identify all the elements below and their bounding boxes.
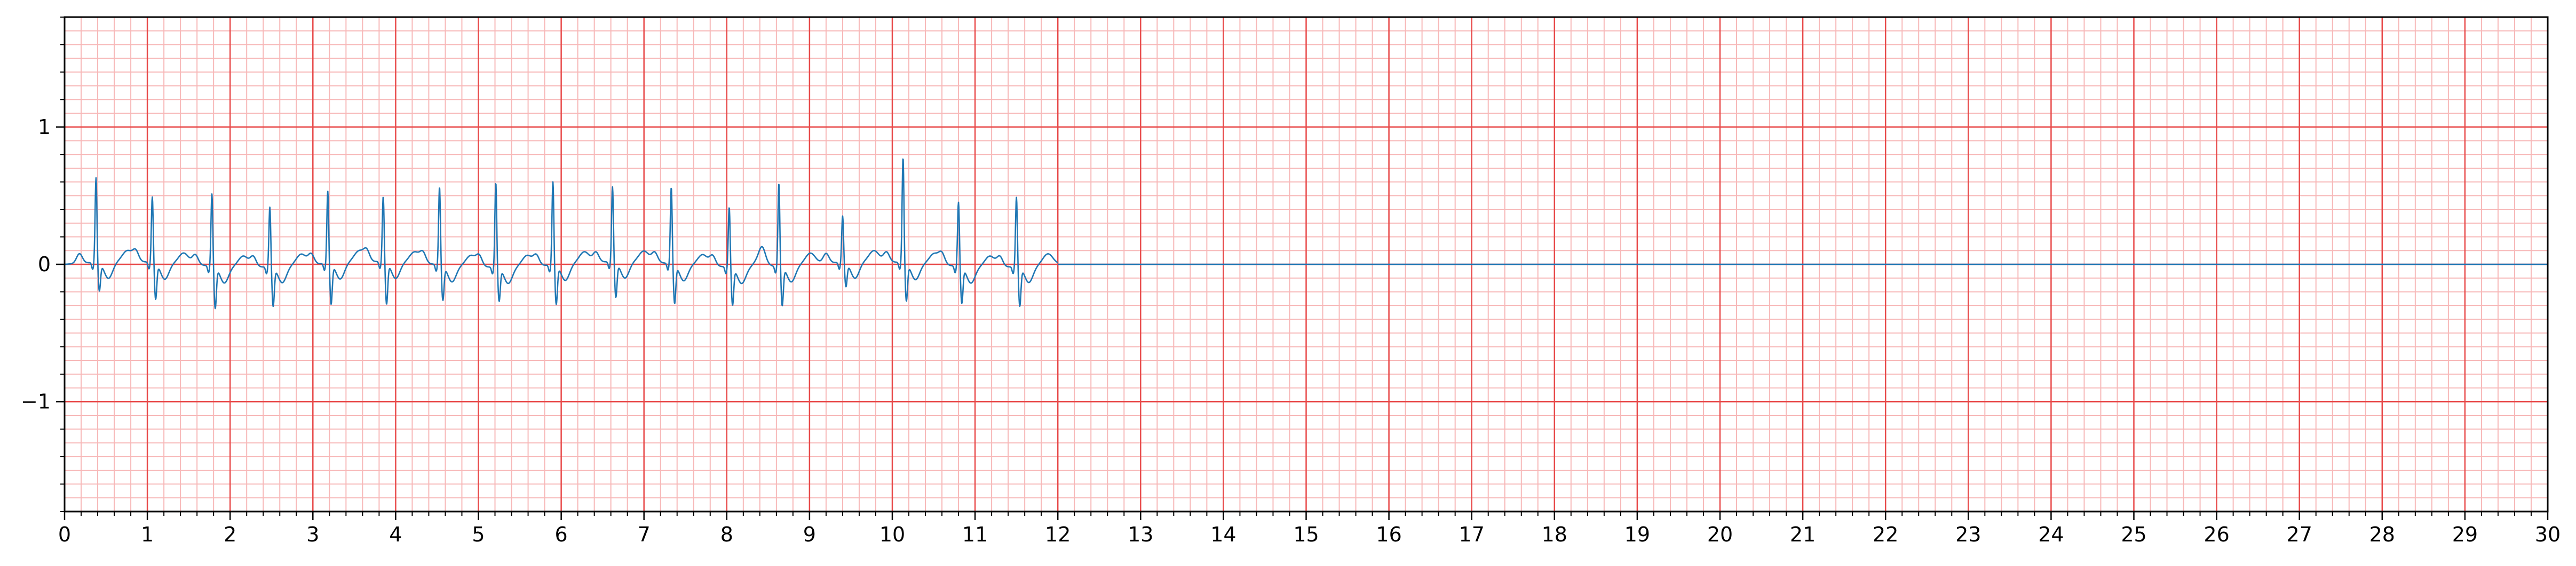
x-tick-label: 20 <box>1707 523 1733 546</box>
y-tick-label: 0 <box>38 253 51 276</box>
x-tick-label: 17 <box>1459 523 1485 546</box>
x-tick-label: 5 <box>472 523 485 546</box>
x-tick-label: 29 <box>2452 523 2478 546</box>
x-tick-label: 30 <box>2535 523 2561 546</box>
y-axis-ticks: −1 0 1 <box>21 17 65 512</box>
x-tick-label: 22 <box>1873 523 1898 546</box>
y-tick-label: 1 <box>38 115 51 139</box>
x-tick-label: 21 <box>1790 523 1816 546</box>
x-tick-label: 1 <box>141 523 154 546</box>
x-tick-label: 8 <box>720 523 733 546</box>
x-tick-label: 18 <box>1542 523 1567 546</box>
x-tick-label: 7 <box>638 523 651 546</box>
x-tick-label: 10 <box>879 523 905 546</box>
x-tick-label: 15 <box>1293 523 1319 546</box>
x-tick-label: 14 <box>1210 523 1236 546</box>
ecg-signal-line <box>64 158 1058 310</box>
x-tick-label: 25 <box>2121 523 2146 546</box>
x-tick-label: 9 <box>803 523 816 546</box>
x-tick-label: 16 <box>1376 523 1401 546</box>
x-tick-label: 11 <box>962 523 988 546</box>
x-tick-label: 13 <box>1128 523 1153 546</box>
x-tick-label: 2 <box>224 523 236 546</box>
series-layer <box>64 158 2548 310</box>
x-tick-label: 4 <box>389 523 402 546</box>
x-tick-label: 19 <box>1624 523 1650 546</box>
x-tick-label: 23 <box>1955 523 1981 546</box>
x-tick-label: 0 <box>58 523 71 546</box>
x-tick-label: 27 <box>2287 523 2312 546</box>
x-tick-label: 12 <box>1045 523 1071 546</box>
x-tick-label: 6 <box>555 523 568 546</box>
x-tick-label: 26 <box>2204 523 2229 546</box>
x-axis-ticks: 0 1 2 3 4 5 6 7 8 9 10 11 12 13 14 15 16 17 18 19 20 21 22 23 24… <box>58 512 2561 546</box>
x-tick-label: 24 <box>2038 523 2064 546</box>
y-tick-label: −1 <box>21 390 51 413</box>
x-tick-label: 3 <box>306 523 319 546</box>
x-tick-label: 28 <box>2369 523 2395 546</box>
